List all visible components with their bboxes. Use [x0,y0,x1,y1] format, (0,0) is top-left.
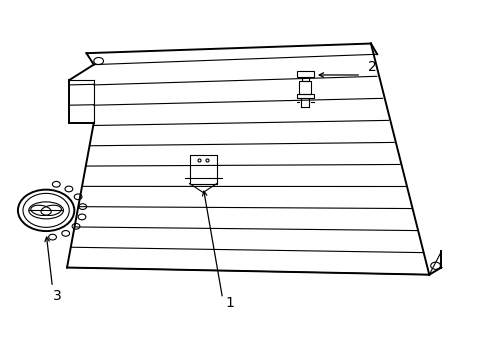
Bar [299,81,310,94]
Text: 3: 3 [53,289,61,303]
Text: 1: 1 [224,296,233,310]
Bar [296,94,313,98]
Bar [296,71,313,77]
Text: 2: 2 [368,60,376,75]
